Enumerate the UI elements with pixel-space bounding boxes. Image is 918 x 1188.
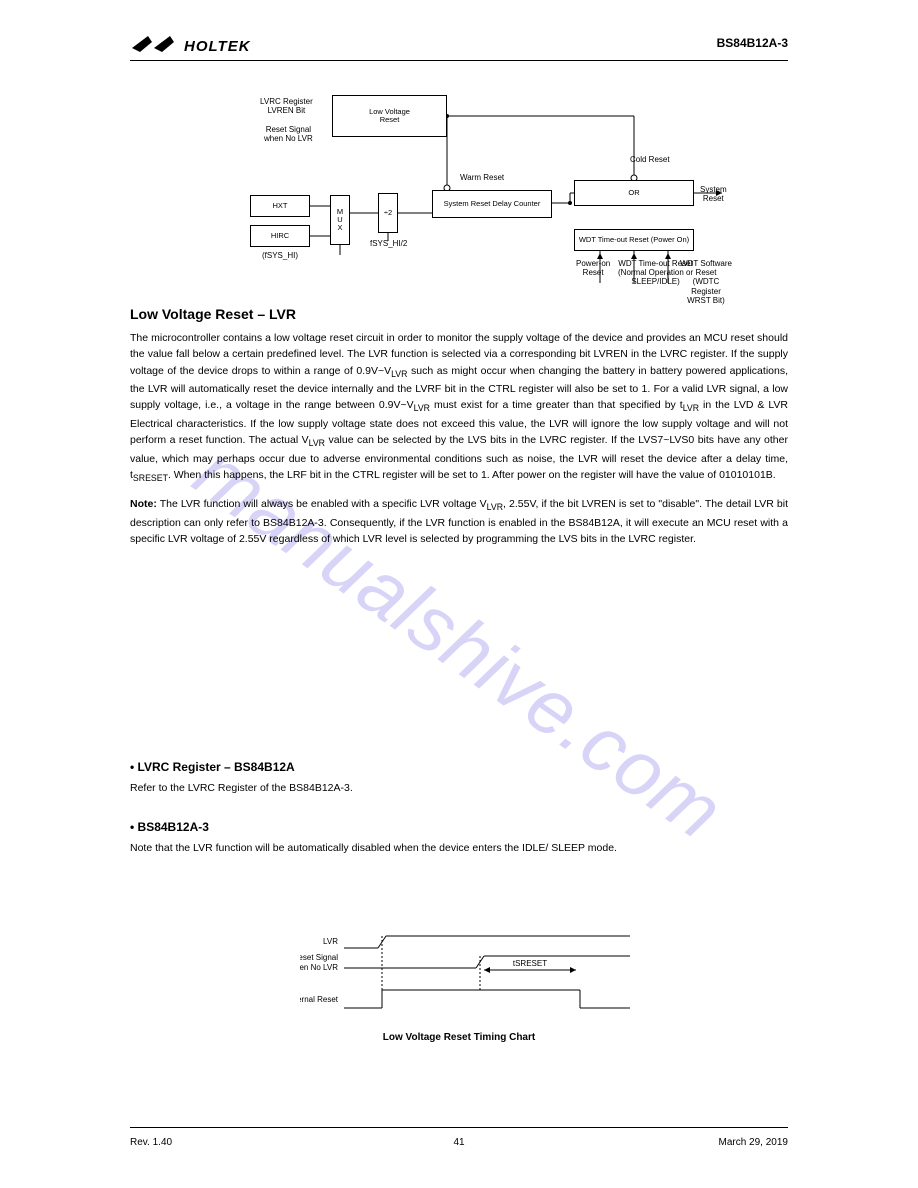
- svg-text:Reset Signal: Reset Signal: [300, 953, 338, 962]
- holtek-logo-icon: [130, 30, 180, 63]
- header-product: BS84B12A-3: [717, 36, 788, 50]
- footer-left: Rev. 1.40: [130, 1137, 172, 1148]
- para-bs84: Note that the LVR function will be autom…: [130, 840, 788, 856]
- dlabel-fhidiv2: fSYS_HI/2: [370, 239, 407, 248]
- dlabel-lvren: LVRC RegisterLVREN Bit: [260, 97, 313, 115]
- svg-text:when No LVR: when No LVR: [300, 963, 338, 972]
- dlabel-fsyshi: (fSYS_HI): [262, 251, 298, 260]
- dbox-lvr: Low VoltageReset: [332, 95, 447, 137]
- logo-text: HOLTEK: [184, 38, 251, 55]
- section-bs84: • BS84B12A-3 Note that the LVR function …: [130, 820, 788, 866]
- footer-right: March 29, 2019: [719, 1137, 789, 1148]
- header-rule: [130, 60, 788, 61]
- dlabel-power_on: Power-onReset: [576, 259, 610, 277]
- heading-lvr: Low Voltage Reset – LVR: [130, 306, 788, 322]
- heading-lvrc: • LVRC Register – BS84B12A: [130, 760, 788, 774]
- dbox-hxt: HXT: [250, 195, 310, 217]
- timing-caption: Low Voltage Reset Timing Chart: [383, 1032, 535, 1043]
- footer-rule: [130, 1127, 788, 1128]
- timing-svg: LVR Reset Signal when No LVR Internal Re…: [300, 930, 640, 1025]
- dlabel-warm: Warm Reset: [460, 173, 504, 182]
- note-lvr: Note: The LVR function will always be en…: [130, 496, 788, 547]
- dlabel-cold: Cold Reset: [630, 155, 670, 164]
- dbox-hirc: HIRC: [250, 225, 310, 247]
- svg-text:LVR: LVR: [323, 937, 338, 946]
- dbox-wdt: WDT Time-out Reset (Power On): [574, 229, 694, 251]
- dlabel-nolvr: Reset Signalwhen No LVR: [264, 125, 313, 143]
- dbox-sst: System Reset Delay Counter: [432, 190, 552, 218]
- timing-diagram: LVR Reset Signal when No LVR Internal Re…: [300, 930, 640, 1025]
- svg-text:tSRESET: tSRESET: [513, 959, 547, 968]
- section-lvr: Low Voltage Reset – LVR The microcontrol…: [130, 306, 788, 557]
- para-lvr: The microcontroller contains a low volta…: [130, 330, 788, 486]
- dlabel-sysreset: SystemReset: [700, 185, 727, 203]
- dbox-mux: MUX: [330, 195, 350, 245]
- svg-text:Internal Reset: Internal Reset: [300, 995, 339, 1004]
- logo: HOLTEK: [130, 30, 251, 63]
- section-lvrc: • LVRC Register – BS84B12A Refer to the …: [130, 760, 788, 806]
- dlabel-wdtsw: WDT Software Reset(WDTC RegisterWRST Bit…: [680, 259, 732, 305]
- block-diagram: Low VoltageReset MUX HXT HIRC ÷2 System Reset…: [242, 95, 732, 275]
- para-lvrc: Refer to the LVRC Register of the BS84B1…: [130, 780, 788, 796]
- dbox-div: ÷2: [378, 193, 398, 233]
- footer-page: 41: [453, 1137, 464, 1148]
- dbox-or: OR: [574, 180, 694, 206]
- heading-bs84: • BS84B12A-3: [130, 820, 788, 834]
